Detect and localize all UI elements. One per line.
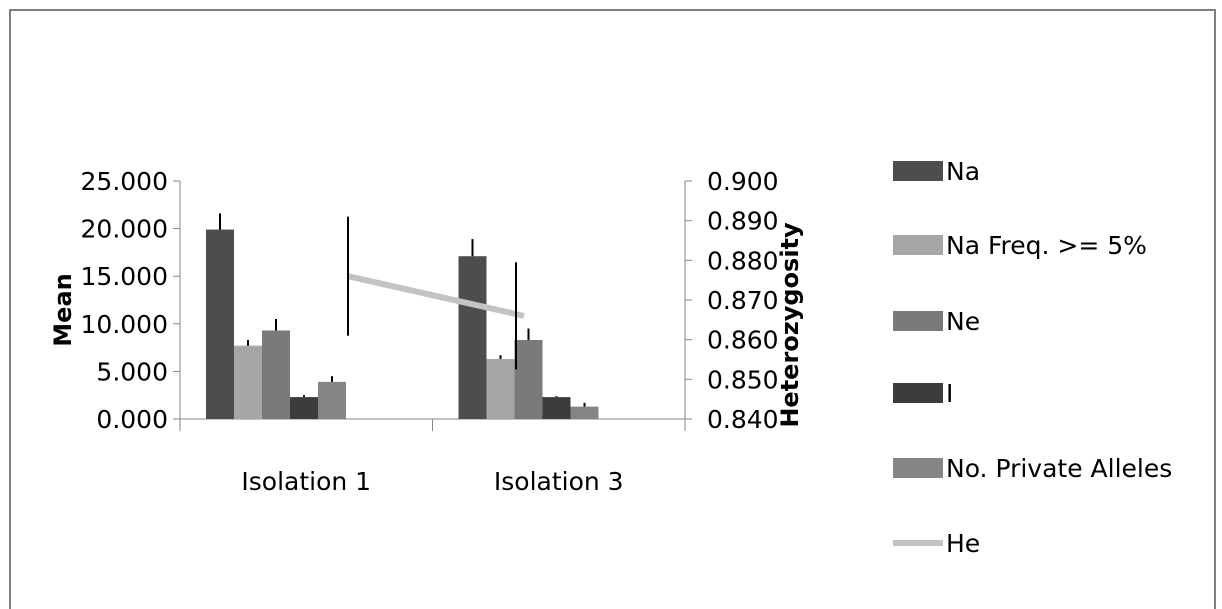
labels-group: 0.000 5.000 10.000 15.000 20.000 25.000 0.840 0…	[49, 167, 804, 496]
y2-tick-label: 0.850	[707, 365, 779, 394]
legend-label: Na Freq. >= 5%	[946, 231, 1147, 260]
chart-svg: 0.000 5.000 10.000 15.000 20.000 25.000 0.840 0…	[49, 157, 1172, 558]
legend-label: Ne	[946, 307, 980, 336]
legend-swatch	[893, 383, 943, 403]
x-category-label: Isolation 3	[494, 467, 624, 496]
line-group	[347, 216, 525, 370]
y-tick-label: 15.000	[81, 262, 168, 291]
y2-tick-label: 0.880	[707, 246, 779, 275]
bar-na	[458, 256, 487, 419]
y2-tick-label: 0.890	[707, 207, 779, 236]
legend-label: He	[946, 529, 980, 558]
chart-frame	[9, 9, 1216, 609]
he-line	[347, 273, 525, 319]
y2-axis-title: Heterozygosity	[776, 222, 804, 428]
legend-swatch	[893, 235, 943, 255]
y2-tick-label: 0.900	[707, 167, 779, 196]
y2-tick-label: 0.870	[707, 286, 779, 315]
bar-ne	[262, 330, 290, 419]
bar-na-freq-5-	[234, 345, 262, 419]
bar-na	[206, 229, 234, 419]
y-tick-label: 20.000	[81, 215, 168, 244]
y-tick-label: 5.000	[96, 357, 168, 386]
legend-label: Na	[946, 157, 980, 186]
bar-i	[542, 397, 571, 419]
bars-group	[206, 213, 599, 419]
legend-swatch	[893, 311, 943, 331]
legend-swatch	[893, 161, 943, 181]
legend-label: I	[946, 379, 953, 408]
bar-ne	[514, 339, 543, 419]
legend-label: No. Private Alleles	[946, 454, 1172, 483]
y-axis-title: Mean	[49, 273, 77, 346]
y-tick-label: 25.000	[81, 167, 168, 196]
legend-swatch	[893, 458, 943, 478]
legend-group: Na Na Freq. >= 5% Ne I No. Private Alleles He	[893, 157, 1172, 558]
y2-tick-label: 0.860	[707, 326, 779, 355]
bar-no-private-alleles	[318, 381, 346, 419]
bar-na-freq-5-	[486, 359, 515, 419]
bar-i	[290, 397, 318, 419]
y-tick-label: 10.000	[81, 310, 168, 339]
y2-tick-label: 0.840	[707, 405, 779, 434]
x-category-label: Isolation 1	[241, 467, 371, 496]
y-tick-label: 0.000	[96, 405, 168, 434]
bar-no-private-alleles	[570, 406, 599, 419]
